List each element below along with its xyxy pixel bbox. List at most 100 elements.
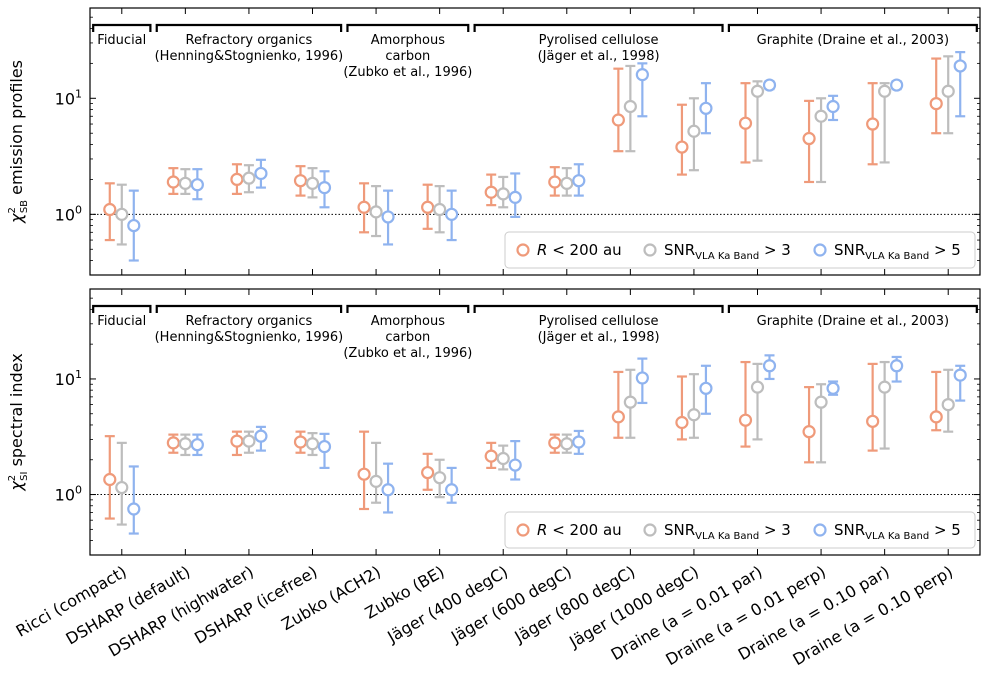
group-bracket <box>727 23 978 32</box>
data-point <box>611 113 625 127</box>
legend-marker <box>813 523 827 537</box>
data-point <box>115 480 129 495</box>
series-1 <box>115 55 955 246</box>
data-point <box>750 380 765 394</box>
data-point <box>190 178 204 192</box>
data-point <box>242 434 256 448</box>
data-point <box>357 467 371 481</box>
data-point <box>178 176 192 190</box>
data-point <box>127 502 141 516</box>
data-point <box>750 84 765 98</box>
legend-label: R < 200 au <box>537 521 622 539</box>
data-point <box>738 116 753 130</box>
group-label: Graphite (Draine et al., 2003) <box>757 314 949 329</box>
group-bracket <box>727 304 978 313</box>
group-label: Refractory organics <box>186 33 313 48</box>
data-point <box>433 202 447 217</box>
data-point <box>166 175 180 189</box>
y-axis-label: χ2SB emission profiles <box>7 60 30 224</box>
legend-label: SNRVLA Ka Band > 3 <box>664 521 791 542</box>
data-point <box>484 185 498 199</box>
data-point <box>635 68 649 82</box>
plot-frame <box>89 288 981 556</box>
data-point <box>421 200 435 214</box>
data-point <box>953 59 967 73</box>
y-tick-label: 101 <box>55 87 82 108</box>
data-point <box>421 465 435 480</box>
data-point <box>433 471 447 485</box>
data-point <box>305 176 320 190</box>
series-0 <box>103 360 943 520</box>
panel-top: 100 101 Fiducial Refractory organics(Hennin… <box>7 7 981 276</box>
series-2 <box>127 51 967 262</box>
data-point <box>496 451 510 466</box>
data-point <box>560 437 574 451</box>
legend-marker <box>516 243 530 257</box>
group-label: Amorphous <box>371 33 446 48</box>
legend-marker <box>643 523 657 537</box>
data-point <box>687 124 701 138</box>
group-label: carbon <box>385 49 430 64</box>
group-label: Graphite (Draine et al., 2003) <box>757 33 949 48</box>
data-point <box>699 381 713 395</box>
data-point <box>738 413 753 427</box>
group-bracket <box>92 304 152 313</box>
data-point <box>381 210 395 224</box>
y-axis-label: χ2SI spectral index <box>7 353 30 491</box>
y-tick-label: 101 <box>55 368 82 389</box>
series-2 <box>127 354 967 535</box>
data-point <box>445 483 459 497</box>
group-label: carbon <box>385 330 430 345</box>
group-bracket <box>346 23 470 32</box>
y-tick-label: 100 <box>55 203 82 224</box>
data-point <box>254 166 268 181</box>
group-label: Fiducial <box>97 33 146 48</box>
group-bracket <box>155 23 343 32</box>
data-point <box>293 435 308 449</box>
data-point <box>293 174 308 188</box>
data-point <box>623 99 637 114</box>
group-bracket <box>346 304 470 313</box>
data-point <box>305 437 320 451</box>
plot-frame <box>89 7 981 276</box>
data-point <box>230 172 244 186</box>
data-point <box>572 174 586 188</box>
data-point <box>381 483 395 497</box>
data-point <box>826 99 840 114</box>
data-point <box>317 180 332 195</box>
data-point <box>115 207 129 221</box>
panel-bottom: 100 101 Fiducial Refractory organics(Hennin… <box>7 288 981 556</box>
data-point <box>190 438 204 452</box>
data-point <box>103 202 117 217</box>
data-point <box>929 97 943 111</box>
group-bracket <box>473 304 724 313</box>
data-point <box>890 359 904 373</box>
data-point <box>508 190 522 204</box>
legend-label: SNRVLA Ka Band > 3 <box>664 241 791 262</box>
data-point <box>166 436 180 450</box>
data-point <box>572 435 586 449</box>
data-point <box>866 414 880 428</box>
legend: R < 200 au SNRVLA Ka Band > 3 SNRVLA Ka Ba… <box>504 231 976 269</box>
group-label: Fiducial <box>97 314 146 329</box>
data-point <box>675 140 689 154</box>
data-point <box>699 101 713 115</box>
data-point <box>242 171 256 185</box>
group-label: (Jäger et al., 1998) <box>538 330 660 345</box>
data-point <box>762 359 777 373</box>
data-point <box>611 410 625 424</box>
data-point <box>230 434 244 448</box>
data-point <box>929 410 943 424</box>
data-point <box>687 408 701 422</box>
series-0 <box>103 57 943 242</box>
legend-label: SNRVLA Ka Band > 5 <box>834 241 961 262</box>
data-point <box>623 395 637 409</box>
legend-box <box>504 231 976 269</box>
data-point <box>357 200 371 214</box>
data-point <box>878 380 892 394</box>
data-point <box>508 458 522 472</box>
data-point <box>941 84 955 98</box>
y-tick-label: 100 <box>55 484 82 505</box>
group-label: Pyrolised cellulose <box>539 314 659 329</box>
